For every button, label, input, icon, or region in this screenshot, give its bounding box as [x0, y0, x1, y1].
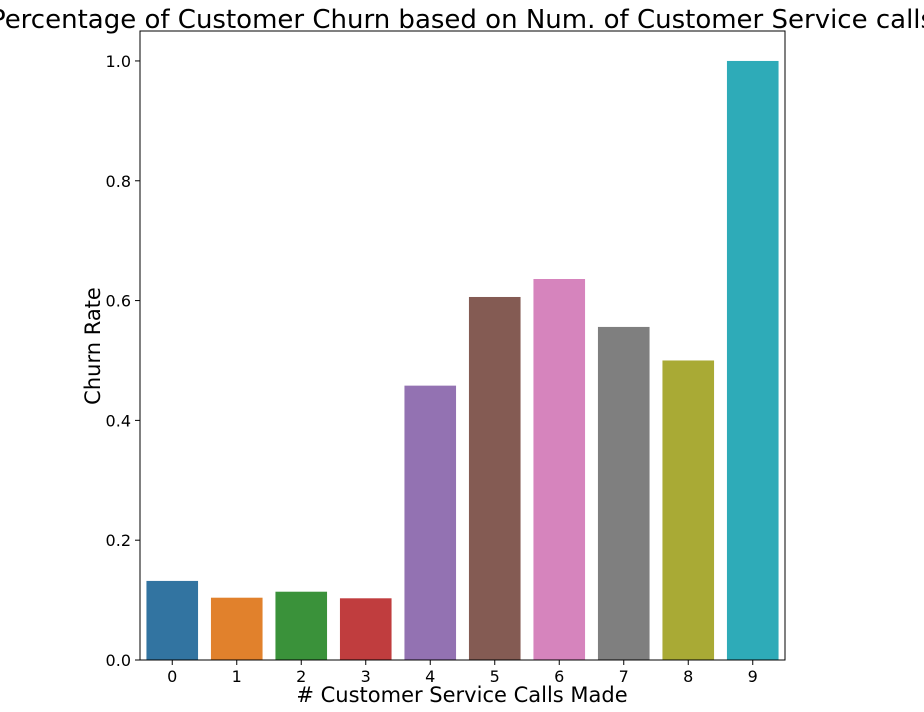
x-axis-label: # Customer Service Calls Made: [296, 683, 627, 707]
bar-0: [146, 580, 199, 660]
x-tick-label: 6: [554, 667, 564, 686]
x-tick-label: 0: [167, 667, 177, 686]
plot-frame: [139, 30, 786, 661]
y-tick-label: 0.0: [106, 651, 131, 670]
x-tick-label: 7: [619, 667, 629, 686]
y-ticks-group: 0.0 0.2 0.4 0.6 0.8 1.0: [106, 52, 140, 670]
chart-title: Percentage of Customer Churn based on Nu…: [0, 5, 924, 35]
bar-3: [339, 598, 392, 660]
bar-7: [597, 326, 650, 660]
y-tick-label: 0.6: [106, 292, 131, 311]
x-tick-label: 3: [361, 667, 371, 686]
y-tick-label: 1.0: [106, 52, 131, 71]
y-tick-label: 0.8: [106, 172, 131, 191]
x-tick-label: 4: [425, 667, 435, 686]
x-tick-label: 5: [490, 667, 500, 686]
bar-1: [210, 597, 263, 660]
bars-group: [146, 60, 779, 660]
x-tick-label: 1: [232, 667, 242, 686]
bar-5: [468, 296, 521, 660]
bar-4: [404, 385, 457, 660]
bar-8: [662, 360, 715, 660]
bar-9: [726, 60, 779, 660]
x-tick-label: 2: [296, 667, 306, 686]
x-tick-label: 9: [748, 667, 758, 686]
x-tick-label: 8: [683, 667, 693, 686]
y-tick-label: 0.4: [106, 411, 131, 430]
y-tick-label: 0.2: [106, 531, 131, 550]
bar-2: [275, 591, 328, 660]
bar-6: [533, 279, 586, 660]
y-axis-label: Churn Rate: [81, 287, 105, 405]
x-ticks-group: 0 1 2 3 4 5 6 7 8 9: [167, 660, 758, 686]
